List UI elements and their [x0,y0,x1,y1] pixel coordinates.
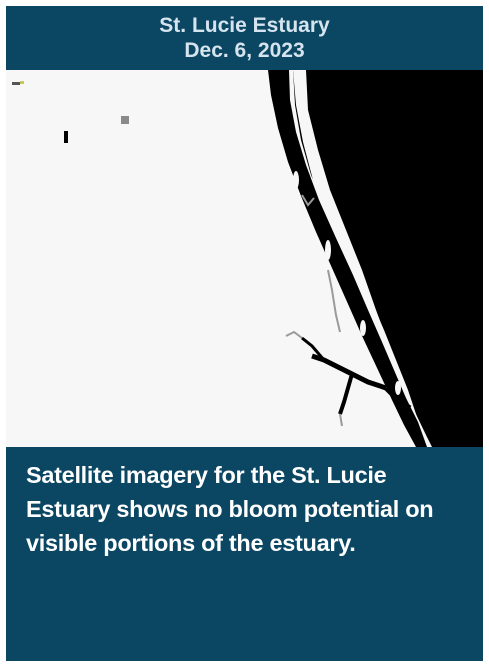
inland-mark [121,116,129,124]
date: Dec. 6, 2023 [184,39,305,62]
river-outlet [384,386,412,411]
caption: Satellite imagery for the St. Lucie Estu… [26,462,434,556]
no-data-edge [285,330,303,339]
satellite-map [6,70,483,447]
lagoon-island [395,381,401,395]
st-lucie-river-north-fork [301,336,326,361]
no-data-edge [327,269,341,333]
infographic-card: St. Lucie Estuary Dec. 6, 2023 [6,6,483,661]
inland-mark [20,81,24,84]
estuary-map-graphic [12,70,483,447]
inland-mark [12,82,20,85]
header: St. Lucie Estuary Dec. 6, 2023 [6,6,483,70]
ocean [293,70,483,447]
st-lucie-river-south-fork [338,373,354,415]
barrier-island [293,70,432,447]
lagoon-island [293,171,299,189]
lagoon-island [325,240,331,260]
inland-mark [64,131,68,143]
no-data-edge [301,194,315,207]
title: St. Lucie Estuary [159,14,330,37]
lagoon-island [360,320,366,336]
no-data-edge [339,413,343,427]
indian-river-lagoon [268,70,427,447]
